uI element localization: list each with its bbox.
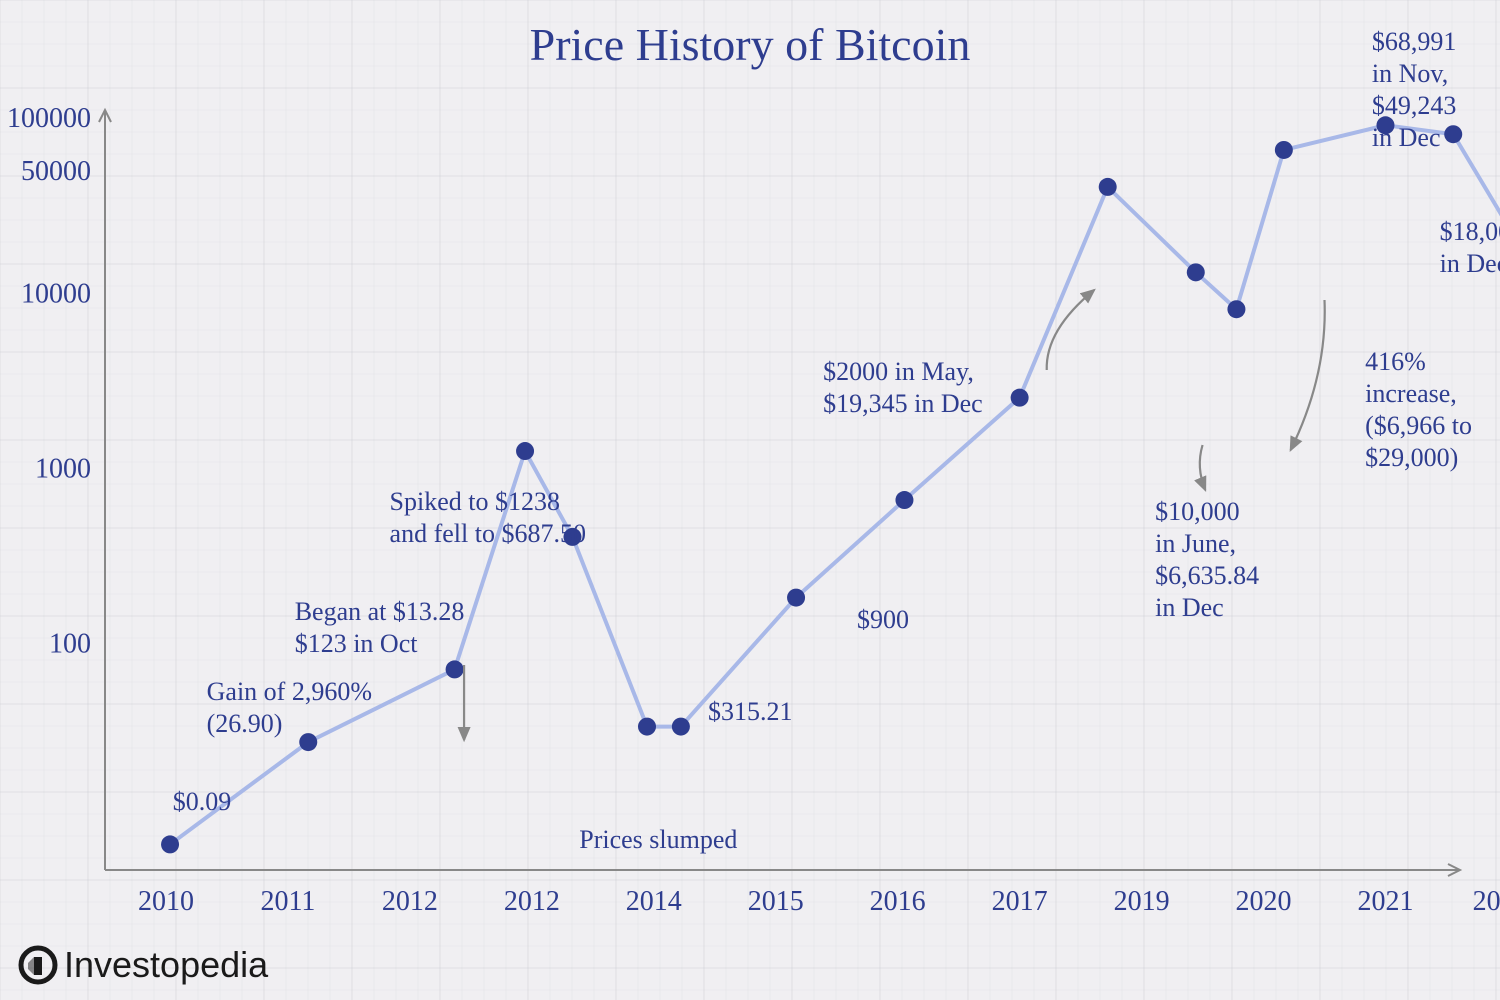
svg-text:2015: 2015 — [748, 886, 804, 917]
chart-canvas: 100 1000 10000 50000 100000 2010 2011 2012 2012 2… — [0, 0, 1500, 1000]
svg-text:2010: 2010 — [138, 886, 194, 917]
svg-text:Price History of Bitcoin: Price History of Bitcoin — [530, 19, 971, 70]
svg-text:2019: 2019 — [1114, 886, 1170, 917]
svg-text:2012: 2012 — [504, 886, 560, 917]
svg-text:2011: 2011 — [260, 886, 315, 917]
svg-text:2012: 2012 — [382, 886, 438, 917]
svg-text:in Nov,: in Nov, — [1372, 59, 1448, 88]
svg-text:416%: 416% — [1365, 347, 1426, 376]
svg-text:$2000 in May,: $2000 in May, — [823, 357, 974, 386]
svg-text:$10,000: $10,000 — [1155, 497, 1240, 526]
svg-text:($6,966 to: ($6,966 to — [1365, 411, 1472, 440]
svg-text:$900: $900 — [857, 605, 909, 634]
bitcoin-price-chart: 100 1000 10000 50000 100000 2010 2011 2012 2012 2… — [0, 0, 1500, 1000]
svg-text:in Dec: in Dec — [1155, 593, 1224, 622]
svg-text:2016: 2016 — [870, 886, 926, 917]
svg-text:100000: 100000 — [7, 103, 91, 134]
svg-text:10000: 10000 — [21, 278, 91, 309]
svg-text:2014: 2014 — [626, 886, 682, 917]
svg-text:$68,991: $68,991 — [1372, 27, 1457, 56]
svg-text:Prices slumped: Prices slumped — [579, 825, 737, 854]
svg-text:increase,: increase, — [1365, 379, 1457, 408]
svg-text:Gain of 2,960%: Gain of 2,960% — [207, 677, 372, 706]
svg-text:$19,345 in Dec: $19,345 in Dec — [823, 389, 983, 418]
svg-text:Spiked to $1238: Spiked to $1238 — [390, 487, 560, 516]
svg-text:in Dec: in Dec — [1440, 249, 1500, 278]
svg-text:1000: 1000 — [35, 453, 91, 484]
svg-text:$18,000: $18,000 — [1440, 217, 1500, 246]
svg-text:Investopedia: Investopedia — [64, 944, 269, 985]
svg-text:50000: 50000 — [21, 156, 91, 187]
svg-text:Began at $13.28: Began at $13.28 — [295, 597, 465, 626]
svg-text:$315.21: $315.21 — [708, 697, 793, 726]
svg-text:$0.09: $0.09 — [173, 787, 232, 816]
svg-text:and fell to $687.50: and fell to $687.50 — [390, 519, 586, 548]
svg-text:2021: 2021 — [1357, 886, 1413, 917]
svg-text:$123 in Oct: $123 in Oct — [295, 629, 419, 658]
svg-text:(26.90): (26.90) — [207, 709, 283, 738]
svg-text:2017: 2017 — [992, 886, 1048, 917]
svg-text:2020: 2020 — [1236, 886, 1292, 917]
svg-text:$29,000): $29,000) — [1365, 443, 1458, 472]
svg-text:100: 100 — [49, 628, 91, 659]
svg-text:2022: 2022 — [1473, 886, 1500, 917]
svg-text:$6,635.84: $6,635.84 — [1155, 561, 1259, 590]
svg-text:in June,: in June, — [1155, 529, 1236, 558]
svg-text:in Dec: in Dec — [1372, 123, 1441, 152]
svg-text:$49,243: $49,243 — [1372, 91, 1457, 120]
